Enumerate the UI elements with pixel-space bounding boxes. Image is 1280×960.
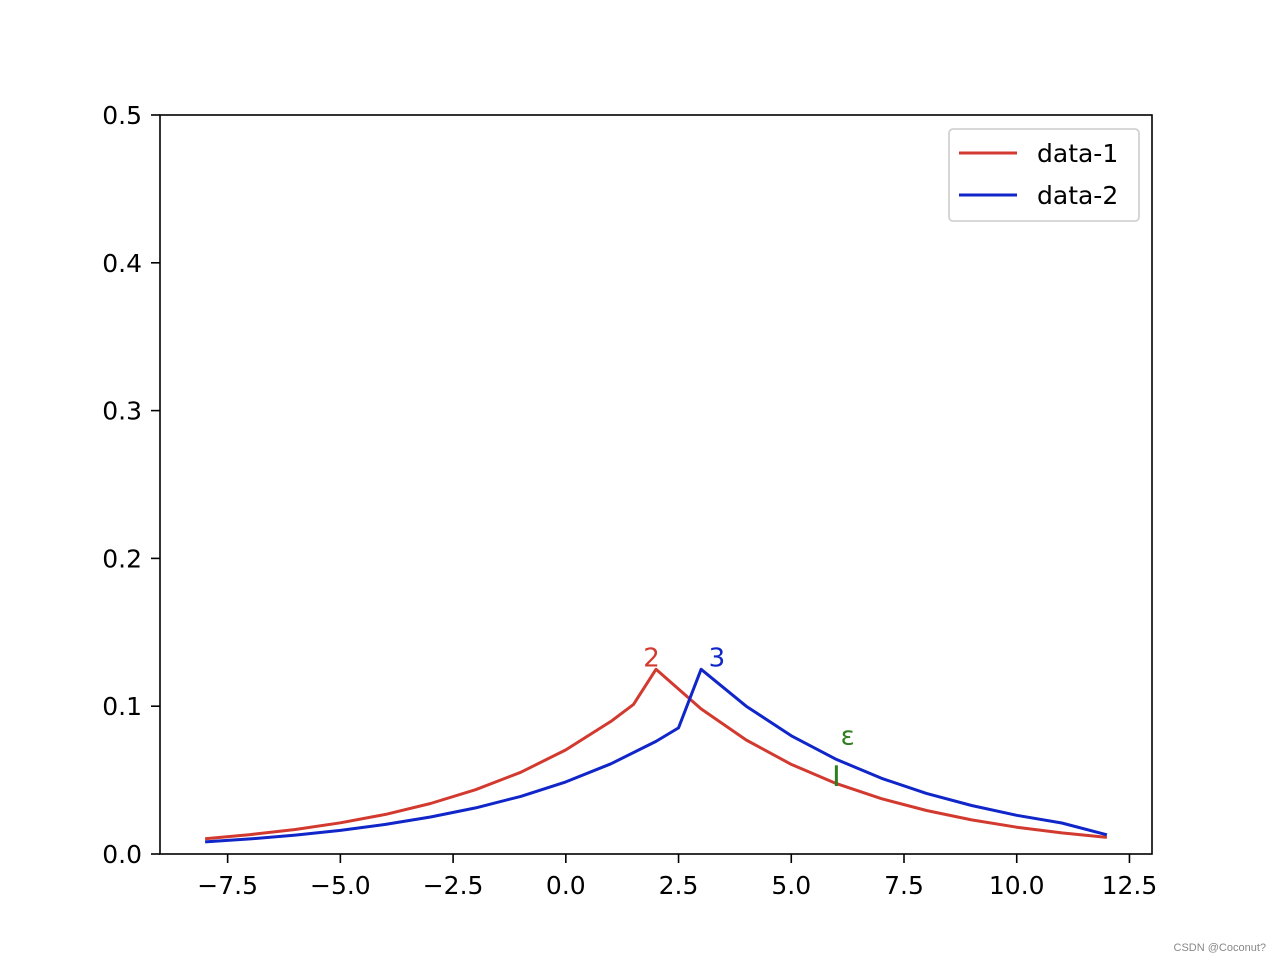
x-tick-label: −5.0 bbox=[310, 871, 371, 900]
series-lines bbox=[204, 667, 1108, 844]
x-tick-label: −7.5 bbox=[197, 871, 258, 900]
series-line-data-2 bbox=[205, 667, 1108, 844]
annotation-1: 2 bbox=[643, 643, 660, 673]
y-tick-label: 0.0 bbox=[102, 840, 142, 869]
x-tick-label: −2.5 bbox=[423, 871, 484, 900]
y-tick-label: 0.5 bbox=[102, 101, 142, 130]
annotation-3: ε bbox=[841, 722, 855, 752]
x-tick-label: 7.5 bbox=[884, 871, 924, 900]
legend: data-1 data-2 bbox=[948, 128, 1140, 222]
x-tick-label: 2.5 bbox=[659, 871, 699, 900]
y-tick-label: 0.2 bbox=[102, 544, 142, 573]
plot-area bbox=[160, 115, 1152, 854]
x-tick-label: 12.5 bbox=[1102, 871, 1158, 900]
annotation-2: 3 bbox=[709, 643, 726, 673]
y-tick-label: 0.3 bbox=[102, 397, 142, 426]
y-tick-label: 0.1 bbox=[102, 692, 142, 721]
x-tick-label: 10.0 bbox=[989, 871, 1045, 900]
x-tick-label: 0.0 bbox=[546, 871, 586, 900]
plot-background bbox=[160, 115, 1152, 854]
axes-frame bbox=[159, 114, 1153, 855]
annotations: 2 3 ε bbox=[643, 643, 855, 787]
axes: −7.5 −5.0 −2.5 0.0 2.5 5.0 7.5 10.0 12.5 0.0 0.1 0.… bbox=[102, 101, 1157, 900]
series-line-data-1 bbox=[204, 667, 1108, 841]
y-tick-label: 0.4 bbox=[102, 249, 142, 278]
watermark: CSDN @Coconut? bbox=[1173, 942, 1266, 954]
legend-label-data-2: data-2 bbox=[1037, 181, 1118, 210]
x-tick-label: 5.0 bbox=[771, 871, 811, 900]
legend-label-data-1: data-1 bbox=[1037, 139, 1118, 168]
